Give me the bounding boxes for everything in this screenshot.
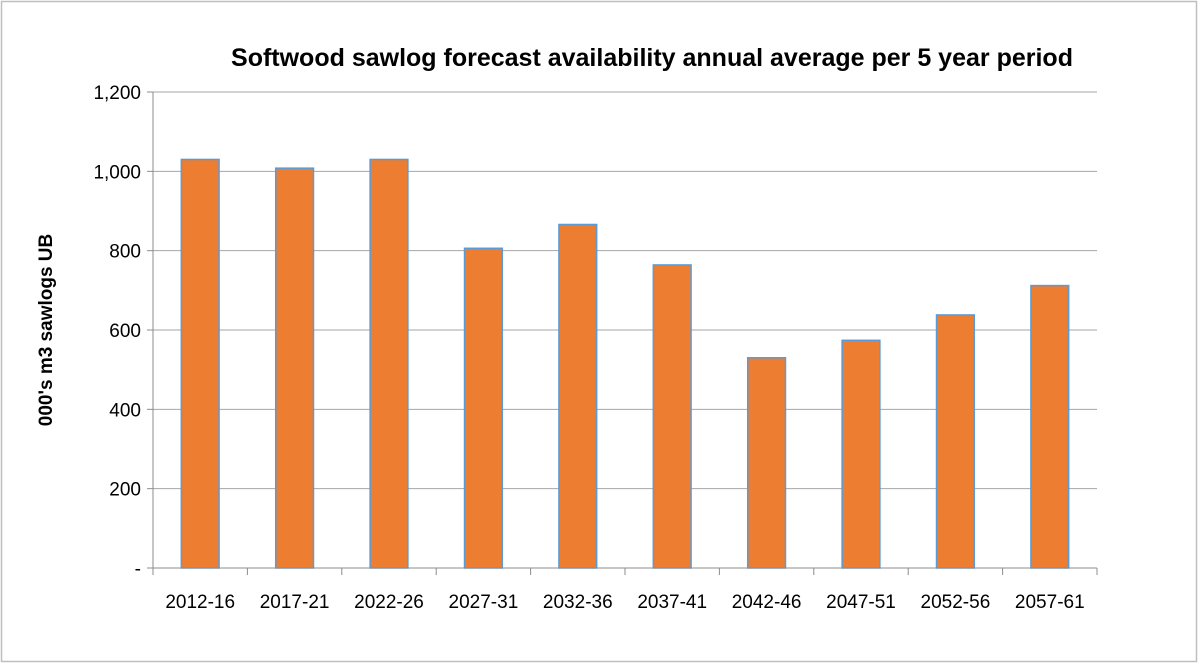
x-tick-label: 2012-16 xyxy=(165,592,235,613)
y-tick-label: 800 xyxy=(109,242,141,263)
x-tick-label: 2047-51 xyxy=(826,592,896,613)
bar-2027-31 xyxy=(463,247,504,569)
bar-2032-36 xyxy=(558,223,598,569)
y-tick-label: 200 xyxy=(109,480,141,501)
y-tick-label: 600 xyxy=(109,321,141,342)
chart-title: Softwood sawlog forecast availability an… xyxy=(231,44,1073,72)
y-tick-label: 1,200 xyxy=(93,83,141,104)
bar-2042-46 xyxy=(746,357,787,569)
x-tick-label: 2052-56 xyxy=(921,592,991,613)
y-tick-label: 1,000 xyxy=(93,162,141,183)
y-axis-label: 000's m3 sawlogs UB xyxy=(36,234,57,427)
bar-2037-41 xyxy=(652,264,692,569)
bar-2022-26 xyxy=(369,158,409,569)
x-tick-labels: 2012-16 2017-21 2022-26 2027-31 2032-36 2037-… xyxy=(165,592,1084,613)
bar-2047-51 xyxy=(841,339,881,569)
x-tick-label: 2037-41 xyxy=(637,592,707,613)
bar-2017-21 xyxy=(274,167,315,569)
y-tick-label: 400 xyxy=(109,400,141,421)
bar-2012-16 xyxy=(180,158,220,569)
y-tick-label: - xyxy=(135,559,141,580)
x-tick-label: 2057-61 xyxy=(1015,592,1085,613)
x-tick-label: 2022-26 xyxy=(354,592,424,613)
bars xyxy=(180,158,1070,569)
y-tick-labels: - 200 400 600 800 1,000 1,200 xyxy=(93,83,153,580)
x-tick-label: 2042-46 xyxy=(732,592,802,613)
x-tick-label: 2032-36 xyxy=(543,592,613,613)
x-tick-label: 2027-31 xyxy=(449,592,519,613)
bar-2057-61 xyxy=(1030,284,1070,569)
x-tick-label: 2017-21 xyxy=(260,592,330,613)
bar-2052-56 xyxy=(935,314,976,569)
